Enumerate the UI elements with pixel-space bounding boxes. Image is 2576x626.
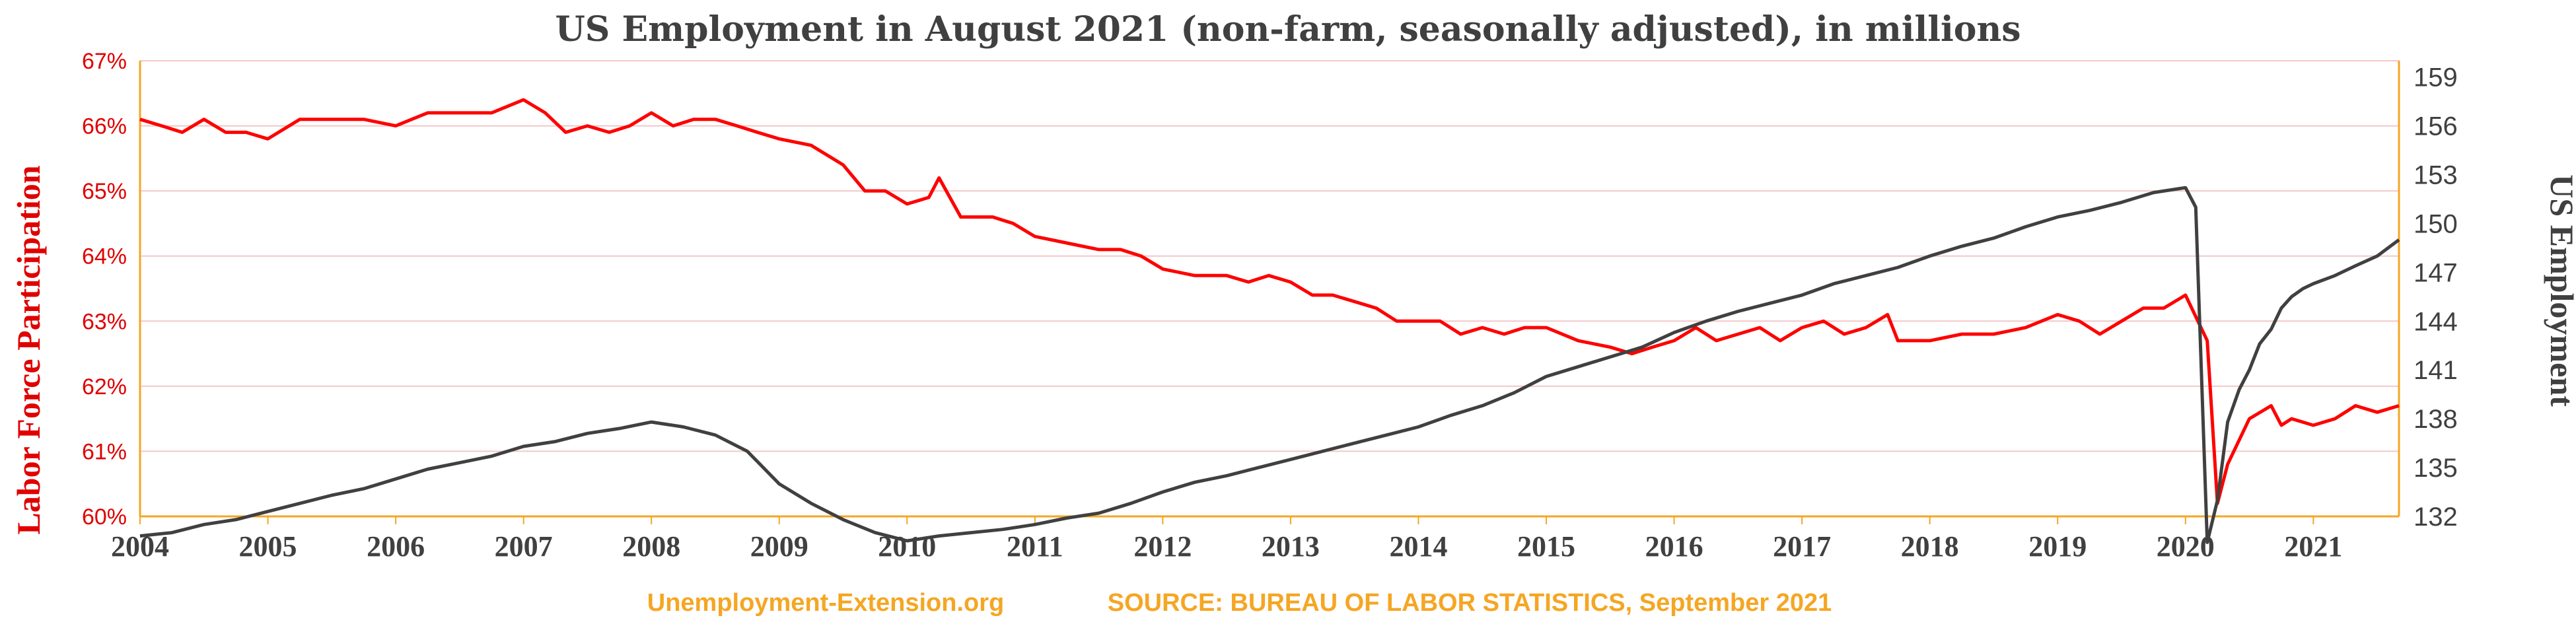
x-tick-label: 2020 (2157, 530, 2215, 563)
y-tick-label-left: 65% (82, 179, 127, 204)
y-tick-label-right: 147 (2414, 258, 2458, 287)
y-tick-label-right: 144 (2414, 307, 2458, 336)
x-tick-label: 2009 (750, 530, 808, 563)
y-tick-label-left: 67% (82, 49, 127, 74)
y-tick-label-left: 61% (82, 439, 127, 464)
y-tick-label-right: 159 (2414, 63, 2458, 92)
series-lines (139, 98, 2400, 544)
y-tick-label-left: 64% (82, 244, 127, 269)
y-tick-label-left: 62% (82, 374, 127, 400)
series-line-employment (139, 186, 2400, 544)
y-tick-label-right: 156 (2414, 112, 2458, 141)
chart-title: US Employment in August 2021 (non-farm, … (555, 9, 2021, 50)
x-tick-label: 2019 (2028, 530, 2087, 563)
y-tick-label-right: 141 (2414, 356, 2458, 385)
y-tick-label-left: 63% (82, 309, 127, 334)
tick-labels: 60% 61% 62% 63% 64% 65% 66% 67% 132 135 138 141 144 1… (82, 49, 2458, 563)
x-tick-label: 2018 (1901, 530, 1959, 563)
x-tick-label: 2012 (1133, 530, 1192, 563)
y-tick-label-right: 150 (2414, 209, 2458, 238)
y-tick-label-right: 138 (2414, 405, 2458, 434)
x-tick-label: 2008 (622, 530, 680, 563)
x-tick-label: 2021 (2284, 530, 2342, 563)
gridlines (140, 60, 2399, 452)
x-tick-label: 2007 (495, 530, 553, 563)
y-axis-label-right: US Employment (2544, 174, 2576, 407)
axes (139, 61, 2400, 524)
x-tick-label: 2006 (367, 530, 425, 563)
x-tick-label: 2004 (111, 530, 169, 563)
y-tick-label-left: 66% (82, 114, 127, 139)
x-tick-label: 2017 (1773, 530, 1831, 563)
y-tick-label-right: 135 (2414, 454, 2458, 483)
y-tick-label-right: 132 (2414, 503, 2458, 532)
y-tick-label-left: 60% (82, 504, 127, 530)
series-line-participation (139, 98, 2400, 505)
x-tick-label: 2014 (1389, 530, 1447, 563)
y-tick-label-right: 153 (2414, 161, 2458, 190)
x-tick-label: 2011 (1007, 530, 1063, 563)
y-axis-label-left: Labor Force Participation (10, 165, 47, 534)
x-tick-label: 2010 (878, 530, 936, 563)
x-tick-label: 2016 (1645, 530, 1703, 563)
x-tick-label: 2015 (1517, 530, 1575, 563)
x-tick-label: 2013 (1262, 530, 1320, 563)
footer-site: Unemployment-Extension.org (647, 589, 1005, 617)
footer-source: SOURCE: BUREAU OF LABOR STATISTICS, Sept… (1108, 589, 1832, 617)
x-tick-label: 2005 (239, 530, 297, 563)
